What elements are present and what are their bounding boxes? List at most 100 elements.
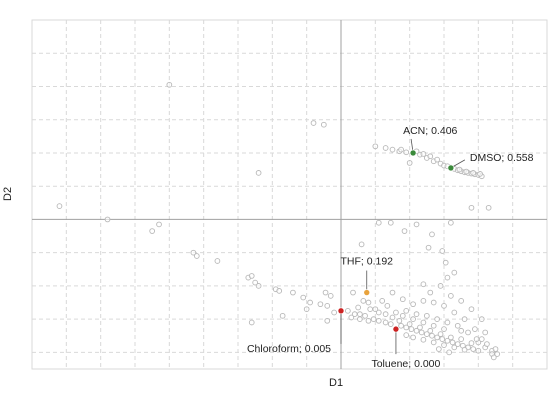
data-point (375, 317, 382, 324)
data-point (473, 336, 480, 342)
data-point (434, 156, 440, 163)
data-point (472, 326, 478, 332)
data-point (290, 289, 296, 296)
data-point (454, 322, 461, 329)
data-point (463, 168, 470, 175)
data-point (448, 219, 454, 226)
data-point (413, 327, 420, 334)
data-point (331, 309, 337, 316)
data-point (375, 219, 382, 226)
data-point (490, 354, 497, 361)
highlight-point-acn (409, 149, 417, 157)
data-point (413, 311, 420, 318)
data-point (449, 339, 456, 346)
data-point (324, 317, 331, 324)
data-point (399, 296, 406, 303)
data-point (420, 298, 427, 304)
data-point (320, 121, 327, 128)
data-point (317, 301, 324, 308)
data-point (398, 146, 404, 153)
data-point (324, 302, 331, 309)
highlight-point-dmso (447, 164, 455, 172)
data-point (403, 307, 410, 314)
data-point (350, 289, 356, 296)
data-point (104, 216, 111, 223)
data-point (451, 344, 458, 351)
data-point (300, 294, 307, 301)
data-point (372, 143, 379, 150)
data-point (448, 293, 454, 299)
data-point (451, 269, 458, 276)
data-point (458, 298, 465, 304)
data-point (444, 274, 451, 281)
data-point (156, 221, 162, 228)
data-point (444, 337, 451, 344)
data-point (362, 312, 368, 319)
data-point (382, 311, 389, 318)
data-point (418, 329, 425, 336)
data-point (436, 346, 442, 352)
data-point (475, 347, 482, 354)
data-point (441, 342, 447, 348)
data-point (56, 203, 63, 209)
data-point (492, 346, 499, 352)
data-point (406, 321, 413, 327)
data-point (461, 346, 468, 353)
data-point (430, 322, 437, 329)
highlight-point-thf (363, 289, 371, 296)
data-point (403, 324, 410, 331)
data-point (358, 241, 365, 248)
data-point (398, 322, 404, 329)
data-points (56, 81, 501, 361)
data-point (468, 340, 475, 346)
data-point (417, 324, 423, 331)
data-point (454, 341, 461, 347)
data-point (190, 249, 197, 256)
data-point (279, 312, 286, 319)
data-point (468, 204, 475, 211)
data-point (406, 160, 413, 166)
annotation-label-thf: THF; 0.192 (340, 256, 393, 268)
annotation-label-dmso: DMSO; 0.558 (470, 152, 534, 164)
data-point (439, 336, 446, 342)
data-point (484, 341, 490, 347)
data-point (375, 309, 382, 316)
x-axis-label: D1 (329, 377, 344, 389)
grid (31, 19, 548, 370)
data-point (420, 281, 427, 288)
data-point (427, 289, 434, 296)
data-point (355, 304, 362, 311)
data-point (389, 146, 396, 153)
highlighted-points: ACN; 0.406 DMSO; 0.558 THF; 0.192 Chlorofor… (247, 125, 534, 370)
data-point (437, 331, 444, 337)
data-point (494, 351, 501, 357)
data-point (441, 302, 447, 309)
data-point (382, 145, 389, 151)
data-point (439, 248, 446, 254)
data-point (401, 228, 408, 234)
data-point (149, 228, 156, 234)
data-point (429, 332, 435, 339)
data-point (425, 244, 432, 251)
data-point (166, 81, 173, 88)
data-point (478, 336, 485, 342)
data-point (423, 312, 430, 319)
data-point (429, 231, 435, 238)
data-point (327, 293, 334, 299)
data-point (434, 334, 440, 341)
data-point (357, 316, 363, 322)
data-point (252, 279, 259, 286)
data-point (389, 314, 396, 321)
data-point (403, 332, 410, 338)
data-point (427, 153, 434, 160)
data-point (410, 316, 416, 322)
data-point (477, 171, 483, 177)
data-point (303, 306, 310, 313)
data-point (470, 170, 477, 176)
data-point (430, 299, 437, 306)
data-point (420, 151, 427, 157)
data-point (430, 339, 437, 346)
data-point (456, 166, 463, 173)
